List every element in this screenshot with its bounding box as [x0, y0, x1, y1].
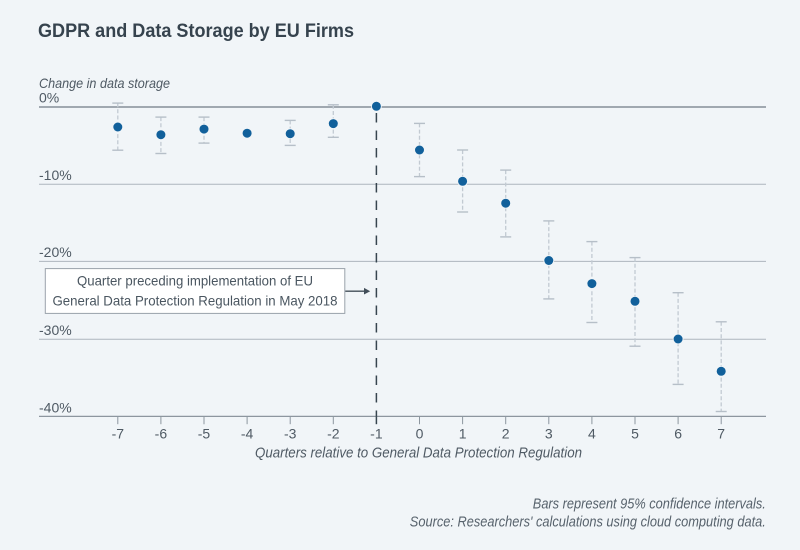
svg-text:-1: -1	[370, 426, 383, 442]
svg-text:Bars represent 95% confidence: Bars represent 95% confidence intervals.	[533, 496, 766, 512]
svg-text:2: 2	[502, 426, 510, 442]
svg-text:-7: -7	[112, 426, 125, 442]
svg-text:Change in data storage: Change in data storage	[39, 75, 170, 91]
svg-text:0: 0	[416, 426, 424, 442]
svg-text:-5: -5	[198, 426, 211, 442]
svg-text:Quarters relative to General D: Quarters relative to General Data Protec…	[255, 446, 582, 462]
svg-text:7: 7	[717, 426, 725, 442]
svg-text:GDPR and Data Storage by EU Fi: GDPR and Data Storage by EU Firms	[38, 21, 354, 42]
svg-text:-4: -4	[241, 426, 254, 442]
svg-text:-2: -2	[327, 426, 340, 442]
svg-text:-3: -3	[284, 426, 297, 442]
svg-text:3: 3	[545, 426, 553, 442]
svg-text:6: 6	[674, 426, 682, 442]
svg-text:General Data Protection Regula: General Data Protection Regulation in Ma…	[53, 293, 338, 309]
svg-text:-20%: -20%	[39, 244, 72, 260]
svg-text:4: 4	[588, 426, 596, 442]
svg-text:-6: -6	[155, 426, 168, 442]
svg-text:Source: Researchers' calculati: Source: Researchers' calculations using …	[410, 514, 766, 530]
svg-text:0%: 0%	[39, 89, 59, 105]
svg-text:5: 5	[631, 426, 639, 442]
svg-text:Quarter preceding implementati: Quarter preceding implementation of EU	[77, 273, 313, 289]
svg-text:-10%: -10%	[39, 167, 72, 183]
svg-text:-30%: -30%	[39, 322, 72, 338]
svg-text:-40%: -40%	[39, 400, 72, 416]
svg-text:1: 1	[459, 426, 467, 442]
